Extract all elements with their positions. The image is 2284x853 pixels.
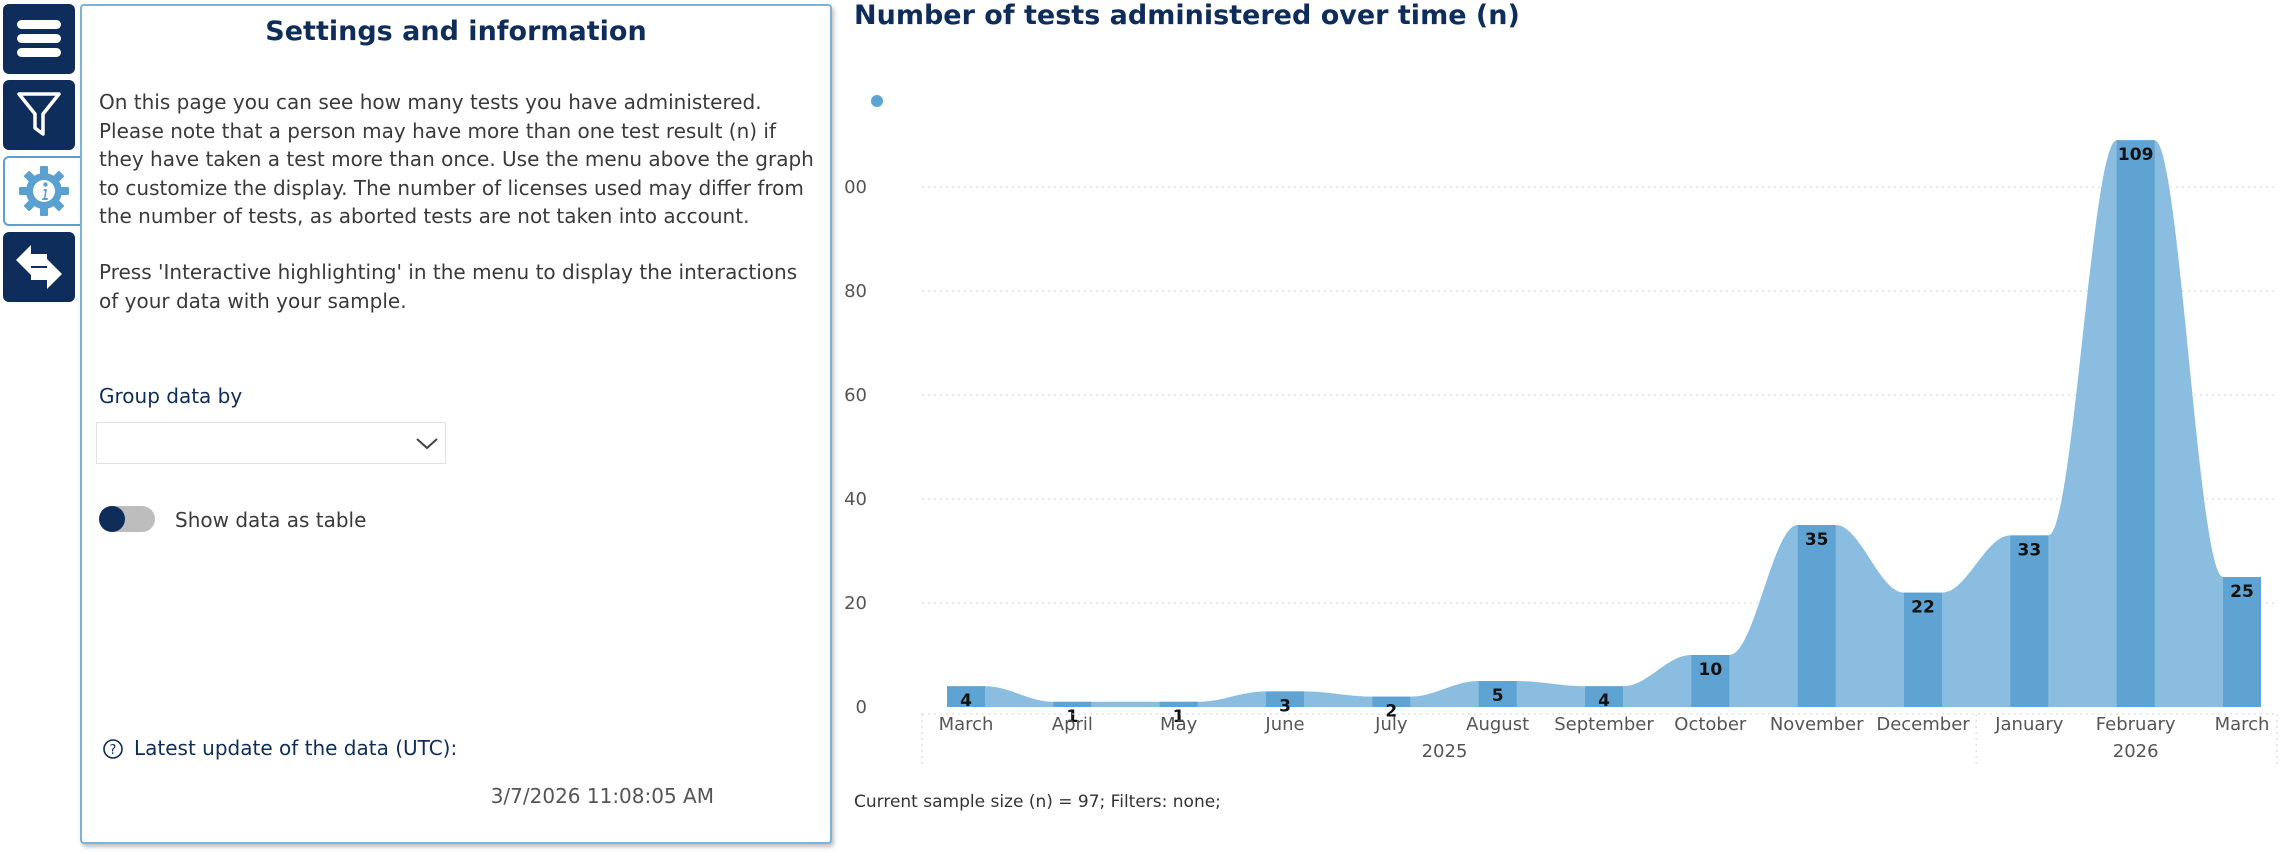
bar-7[interactable] [1691,655,1730,707]
data-label: 4 [1598,691,1610,711]
bar-5[interactable] [1478,681,1517,707]
legend-marker [871,95,883,107]
hamburger-icon [17,20,61,57]
bar-1[interactable] [1053,701,1092,707]
bar-9[interactable] [1904,592,1942,707]
year-label: 2025 [1422,741,1468,762]
y-tick-label: 80 [845,281,867,302]
bar-8[interactable] [1797,525,1836,707]
filter-icon [17,92,61,136]
sample-size-footer: Current sample size (n) = 97; Filters: n… [854,792,1221,812]
bar-12[interactable] [2223,577,2261,707]
x-tick-label: February [2096,714,2176,735]
x-tick-label: July [1374,714,1408,735]
settings-panel: Settings and information On this page yo… [80,4,832,844]
bar-11[interactable] [2116,140,2155,707]
data-label: 25 [2230,582,2254,602]
show-table-label: Show data as table [175,508,367,532]
intro-paragraph: On this page you can see how many tests … [99,90,814,228]
highlight-paragraph: Press 'Interactive highlighting' in the … [99,260,798,313]
data-label: 1 [1173,707,1185,727]
group-data-label: Group data by [99,384,243,408]
x-tick-label: April [1052,714,1093,735]
toggle-knob [99,506,125,532]
settings-info-button[interactable] [3,156,82,226]
group-data-dropdown[interactable] [96,422,446,464]
year-label: 2026 [2113,741,2159,762]
data-label: 3 [1279,696,1291,716]
x-tick-label: January [1994,714,2064,735]
swap-arrows-icon [16,245,62,289]
x-tick-label: March [939,714,994,735]
bar-0[interactable] [947,686,985,707]
svg-text:?: ? [110,743,117,758]
smoothed-area [947,140,2261,707]
y-tick-label: 60 [845,385,867,406]
y-tick-label: 20 [845,593,867,614]
x-tick-label: December [1876,714,1970,735]
data-label: 10 [1698,660,1722,680]
bar-10[interactable] [2010,535,2049,707]
bar-2[interactable] [1159,701,1198,707]
data-label: 1 [1066,707,1078,727]
menu-button[interactable] [3,4,75,74]
data-label: 5 [1492,686,1504,706]
x-tick-label: May [1160,714,1198,735]
data-label: 22 [1911,598,1935,618]
gear-info-icon [18,166,69,216]
data-label: 2 [1385,702,1397,722]
x-tick-label: October [1674,714,1747,735]
y-tick-label: 0 [856,697,867,718]
latest-update-label: Latest update of the data (UTC): [134,736,458,760]
y-tick-label: 100 [845,177,867,198]
show-table-toggle[interactable] [99,506,155,532]
x-tick-label: September [1554,714,1654,735]
data-label: 4 [960,691,972,711]
x-tick-label: August [1466,714,1529,735]
filter-button[interactable] [3,80,75,150]
latest-update-value: 3/7/2026 11:08:05 AM [490,784,714,808]
chevron-down-icon [416,438,438,450]
bar-6[interactable] [1585,686,1623,707]
x-tick-label: November [1770,714,1864,735]
bar-4[interactable] [1372,696,1411,707]
data-label: 109 [2118,145,2154,165]
navigate-button[interactable] [3,232,75,302]
chart-title: Number of tests administered over time (… [854,0,1520,31]
bar-3[interactable] [1266,691,1304,707]
help-icon[interactable]: ? [102,738,124,760]
panel-title: Settings and information [265,16,647,47]
y-tick-label: 40 [845,489,867,510]
data-label: 35 [1805,530,1829,550]
x-tick-label: March [2215,714,2270,735]
data-label: 33 [2017,540,2041,560]
x-tick-label: June [1264,714,1304,735]
